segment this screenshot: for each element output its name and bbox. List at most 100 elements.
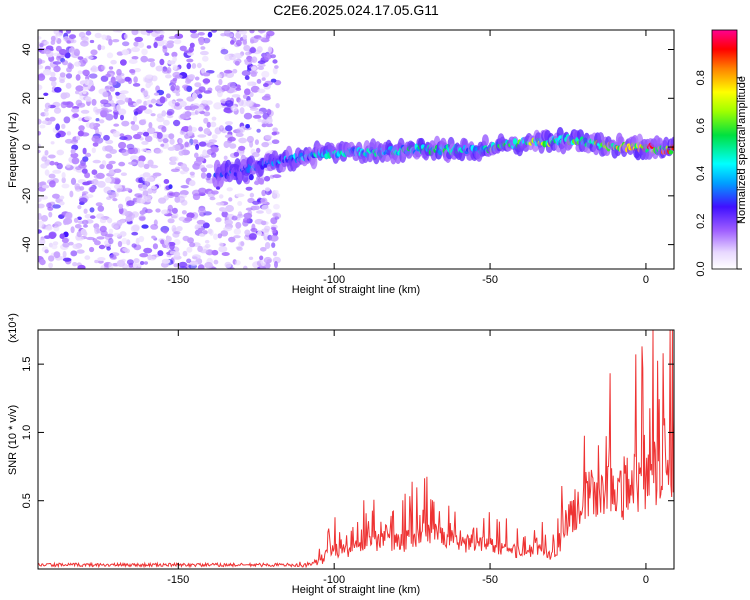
spectrogram-noise-cell — [209, 229, 214, 236]
spectrogram-noise-cell — [178, 138, 183, 144]
spectrogram-noise-cell — [118, 161, 126, 167]
spectrogram-noise-cell — [223, 155, 228, 160]
spectrogram-noise-cell — [151, 235, 156, 239]
spectrogram-noise-cell — [82, 181, 91, 186]
spectrogram-noise-cell — [204, 239, 210, 244]
spectrogram-noise-cell — [133, 258, 140, 264]
spectrogram-noise-cell — [274, 261, 278, 269]
spectrogram-noise-cell — [125, 215, 133, 222]
spectrogram-noise-cell — [235, 193, 245, 198]
spectrogram-noise-cell — [142, 90, 149, 96]
spectrogram-noise-cell — [91, 147, 97, 154]
spectrogram-noise-cell — [207, 31, 213, 38]
spectrogram-noise-cell — [70, 226, 75, 234]
spectrogram-noise-cell — [272, 67, 278, 75]
spectrogram-noise-cell — [243, 44, 251, 52]
spectrogram-noise-cell — [77, 130, 84, 137]
spectrogram-noise-cell — [166, 235, 172, 243]
spectrogram-noise-cell — [124, 248, 130, 254]
spectrogram-noise-cell — [145, 150, 152, 154]
spectrogram-noise-cell — [191, 63, 197, 69]
spectrogram-noise-cell — [206, 142, 215, 148]
spectrogram-noise-cell — [223, 30, 231, 37]
spectrogram-noise-cell — [54, 86, 62, 93]
spectrogram-noise-cell — [189, 180, 196, 187]
spectrogram-noise-cell — [81, 219, 89, 225]
colorbar: 0.0 0.2 0.4 0.6 0.8 Normalized spectral ampl… — [695, 29, 748, 277]
spectrogram-noise-cell — [131, 211, 140, 218]
spectrogram-noise-cell — [229, 143, 237, 149]
spectrogram-noise-cell — [189, 242, 196, 248]
spectrogram-noise-cell — [99, 119, 105, 124]
spectrogram-noise-cell — [249, 47, 257, 54]
spectrogram-noise-cell — [251, 56, 258, 63]
spectrogram-noise-cell — [261, 123, 267, 128]
spectrogram-noise-cell — [50, 40, 56, 45]
spectrogram-cells — [38, 30, 674, 269]
spectrogram-noise-cell — [91, 98, 97, 106]
spectrogram-noise-cell — [238, 137, 248, 144]
spectrogram-noise-cell — [270, 226, 277, 231]
spectrogram-noise-cell — [182, 166, 190, 172]
spectrogram-noise-cell — [78, 117, 83, 122]
spectrogram-noise-cell — [201, 67, 206, 74]
spectrogram-noise-cell — [210, 121, 217, 128]
spectrogram-noise-cell — [221, 211, 229, 218]
spectrogram-noise-cell — [236, 128, 244, 134]
spectrogram-noise-cell — [84, 78, 90, 86]
spectrogram-noise-cell — [100, 75, 109, 82]
spectrogram-noise-cell — [96, 213, 105, 219]
spectrogram-noise-cell — [53, 30, 60, 35]
spectrogram-noise-cell — [92, 159, 102, 164]
spectrogram-noise-cell — [187, 130, 193, 137]
spectrogram-noise-cell — [74, 183, 80, 190]
spectrogram-noise-cell — [260, 220, 267, 226]
spectrogram-signal-halo — [481, 134, 489, 147]
spectrogram-noise-cell — [186, 246, 193, 253]
spectrogram-noise-cell — [70, 140, 79, 144]
spectrogram-noise-cell — [179, 113, 187, 120]
spectrogram-noise-cell — [272, 251, 278, 257]
spectrogram-noise-cell — [78, 163, 87, 169]
spectrogram-noise-cell — [38, 213, 42, 220]
spectrogram-noise-cell — [50, 71, 56, 78]
spectrogram-noise-cell — [49, 180, 56, 188]
spectrogram-noise-cell — [120, 172, 127, 176]
spectrogram-noise-cell — [218, 245, 228, 253]
spectrogram-noise-cell — [234, 260, 241, 266]
spectrogram-noise-cell — [264, 175, 271, 182]
spectrogram-noise-cell — [272, 127, 278, 132]
spectrogram-noise-cell — [113, 232, 122, 237]
spectrogram-noise-cell — [49, 76, 57, 82]
spectrogram-noise-cell — [130, 155, 139, 161]
spectrogram-noise-cell — [108, 237, 114, 245]
spectrogram-noise-cell — [59, 201, 65, 206]
spectrogram-noise-cell — [152, 172, 162, 177]
spectrogram-noise-cell — [275, 103, 280, 109]
spectrogram-noise-cell — [179, 45, 187, 52]
spectrogram-noise-cell — [43, 41, 50, 45]
spectrogram-noise-cell — [133, 41, 139, 47]
colorbar-gradient — [711, 29, 738, 270]
spectrogram-noise-cell — [124, 97, 129, 103]
spectrogram-noise-cell — [251, 66, 257, 71]
spectrogram-noise-cell — [126, 143, 135, 150]
spectrogram-noise-cell — [161, 126, 167, 133]
spectrogram-noise-cell — [108, 94, 113, 101]
spectrogram-noise-cell — [186, 58, 194, 63]
spectrogram-noise-cell — [233, 151, 240, 157]
spectrogram-noise-cell — [99, 164, 105, 170]
spectrogram-noise-cell — [233, 235, 241, 239]
spectrogram-noise-cell — [141, 48, 148, 55]
spectrogram-noise-cell — [139, 253, 149, 258]
y-tick-label: -40 — [21, 237, 33, 253]
spectrogram-noise-cell — [223, 69, 233, 74]
spectrogram-noise-cell — [118, 141, 127, 149]
spectrogram-noise-cell — [134, 193, 143, 198]
spectrogram-noise-cell — [80, 40, 89, 47]
spectrogram-noise-cell — [118, 207, 124, 215]
spectrogram-noise-cell — [194, 76, 200, 81]
spectrogram-noise-cell — [118, 203, 124, 209]
colorbar-tick-label: 0.6 — [695, 118, 707, 133]
spectrogram-noise-cell — [142, 131, 150, 137]
